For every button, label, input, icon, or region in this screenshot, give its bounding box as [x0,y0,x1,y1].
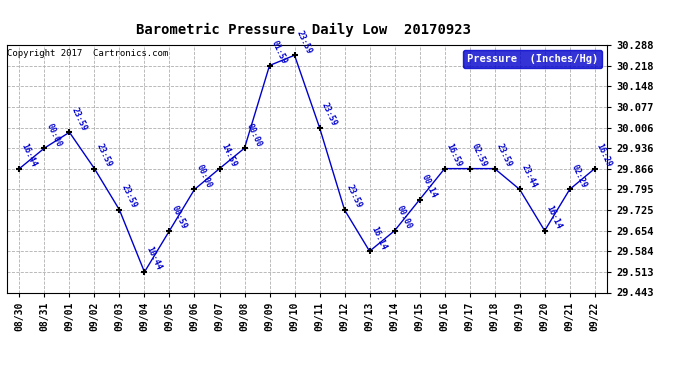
Text: 00:00: 00:00 [195,163,213,189]
Text: 00:14: 00:14 [420,173,438,200]
Text: Copyright 2017  Cartronics.com: Copyright 2017 Cartronics.com [7,49,168,58]
Text: 00:00: 00:00 [44,122,63,148]
Text: 23:59: 23:59 [295,29,313,55]
Text: 00:00: 00:00 [395,204,413,231]
Text: 16:59: 16:59 [444,142,464,169]
Text: 16:29: 16:29 [595,142,613,169]
Text: 23:59: 23:59 [95,142,113,169]
Text: 23:59: 23:59 [319,101,338,128]
Text: 23:59: 23:59 [70,106,88,132]
Text: 23:59: 23:59 [495,142,513,169]
Text: 02:59: 02:59 [470,142,489,169]
Text: 01:59: 01:59 [270,39,288,66]
Text: 00:59: 00:59 [170,204,188,231]
Text: 10:44: 10:44 [144,246,164,272]
Text: 23:59: 23:59 [119,183,138,210]
Text: 14:59: 14:59 [219,142,238,169]
Text: 02:29: 02:29 [570,163,589,189]
Text: 16:44: 16:44 [19,142,38,169]
Text: 00:00: 00:00 [244,122,264,148]
Text: 16:14: 16:14 [370,225,388,251]
Text: 23:44: 23:44 [520,163,538,189]
Text: Barometric Pressure  Daily Low  20170923: Barometric Pressure Daily Low 20170923 [136,22,471,37]
Text: 16:14: 16:14 [544,204,564,231]
Text: 23:59: 23:59 [344,183,364,210]
Legend: Pressure  (Inches/Hg): Pressure (Inches/Hg) [463,50,602,68]
